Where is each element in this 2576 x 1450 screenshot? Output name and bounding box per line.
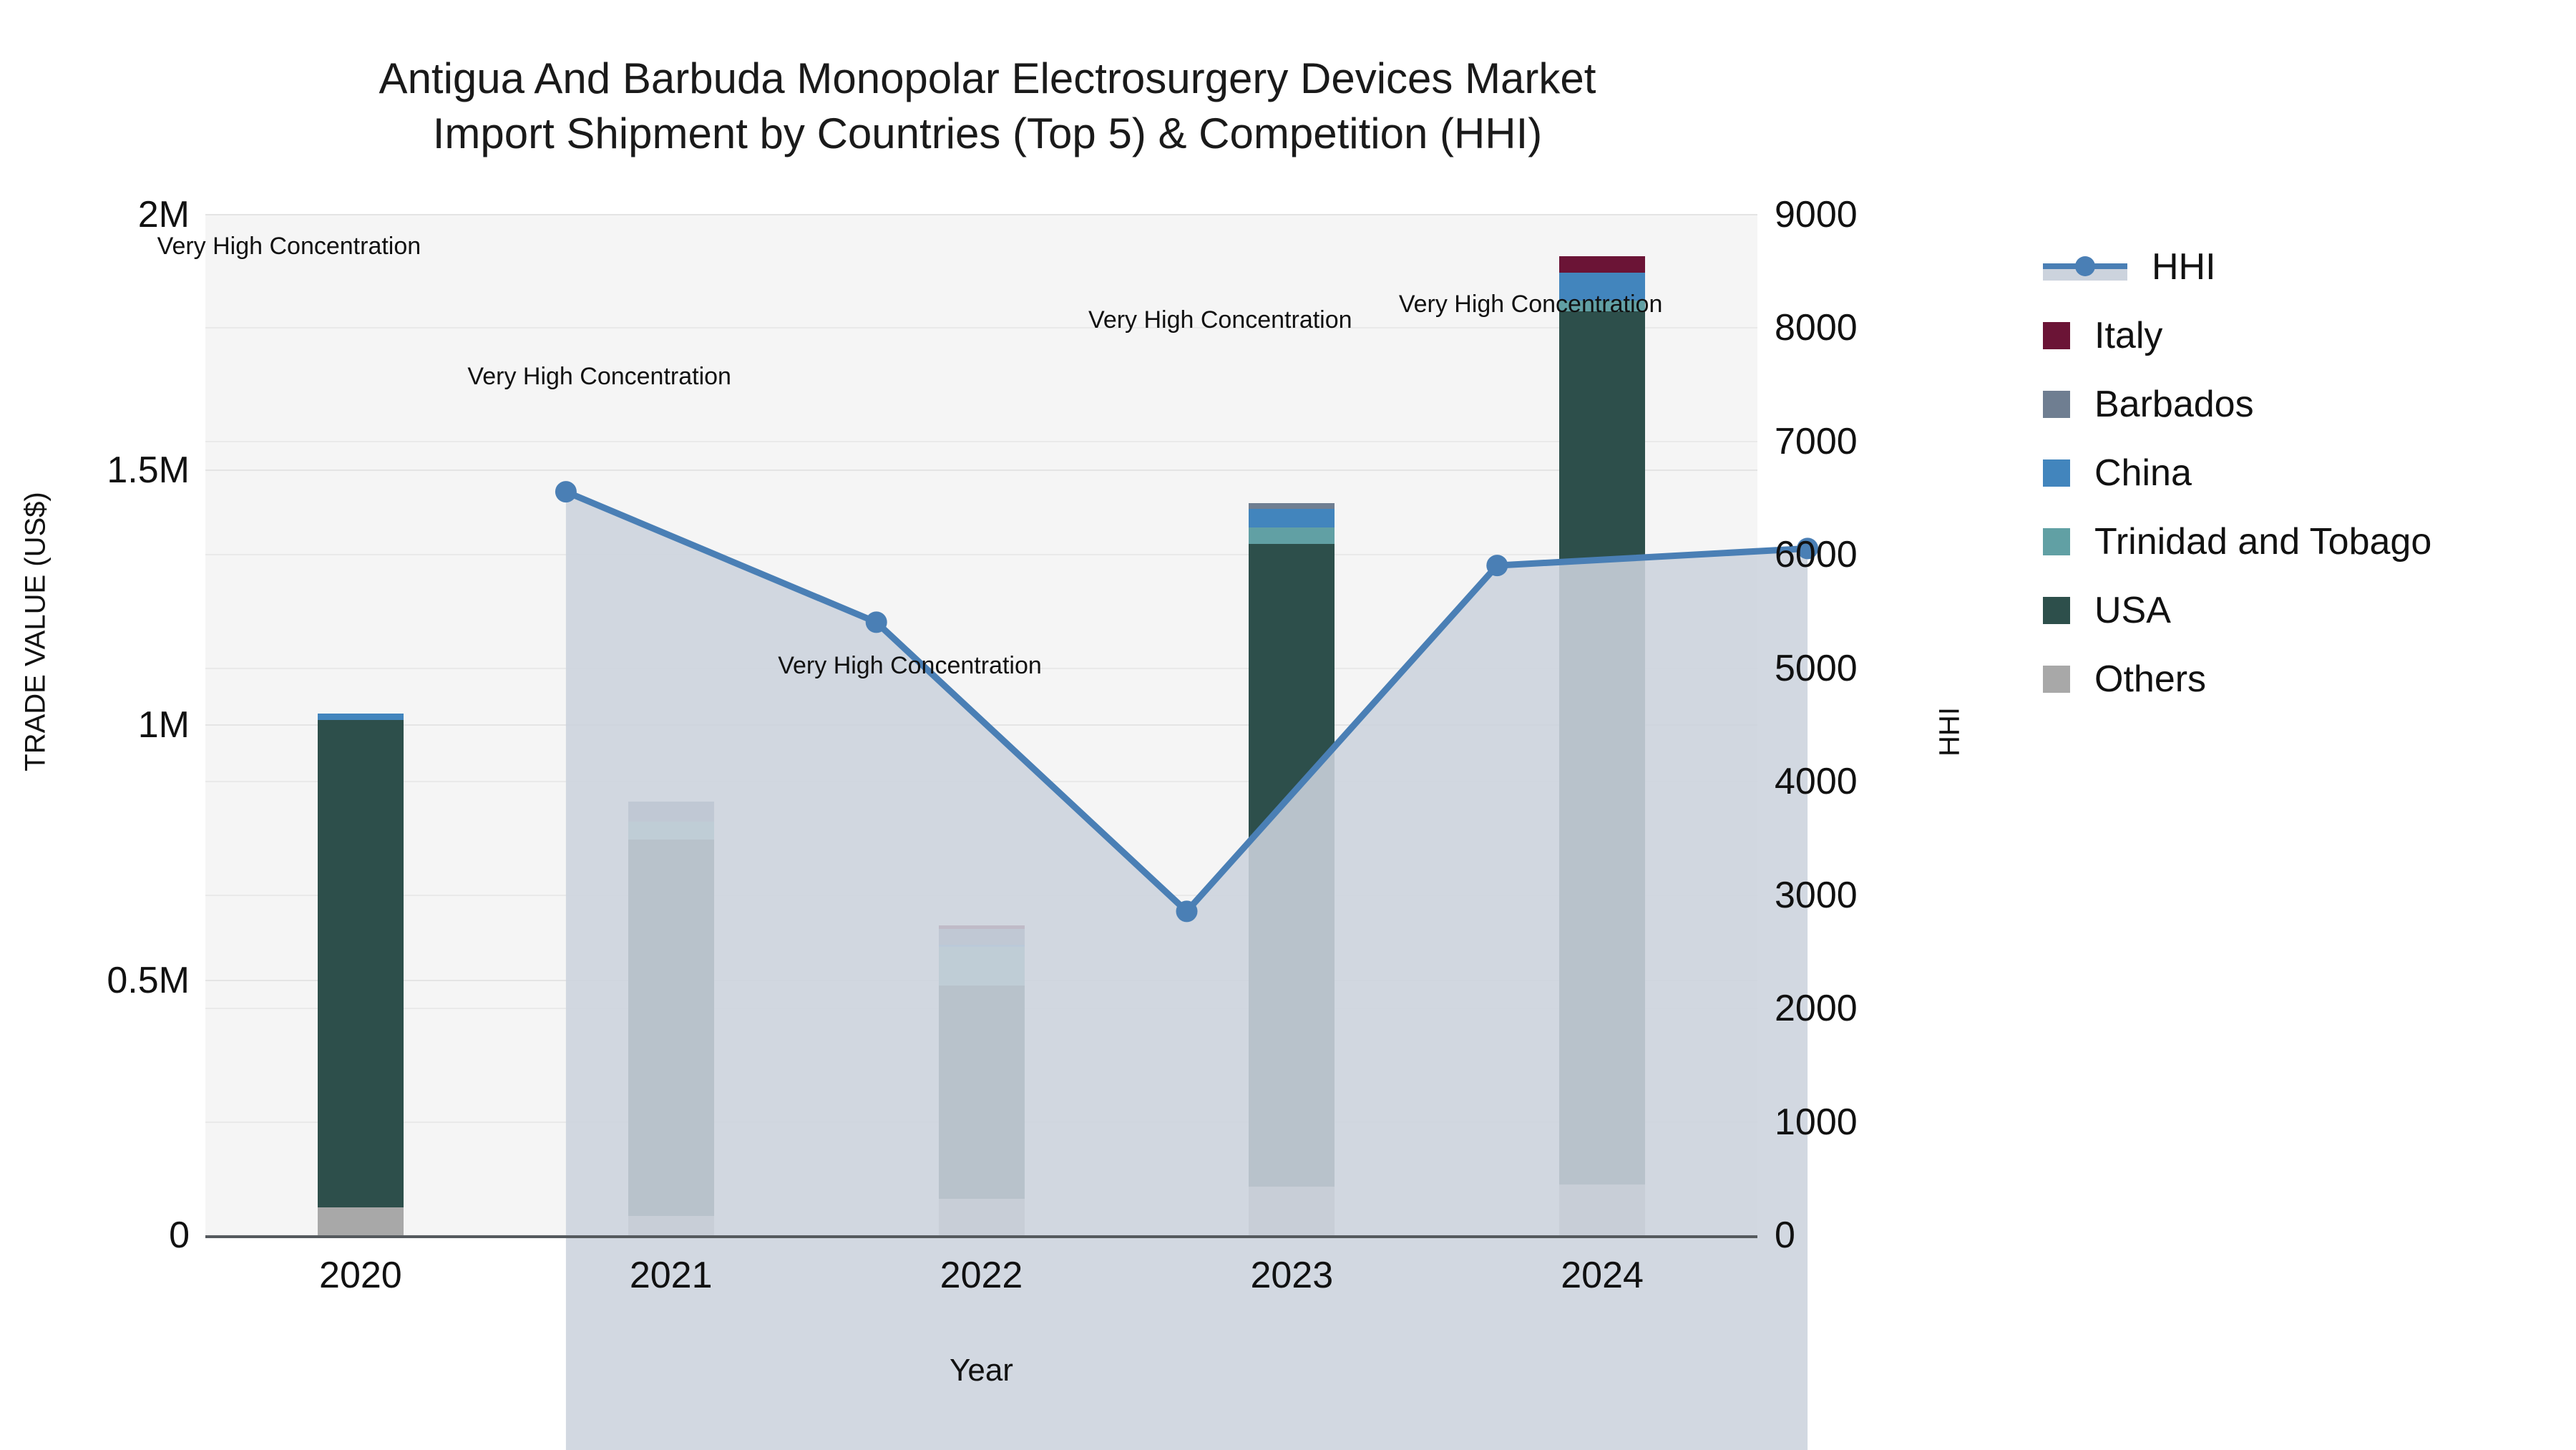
annotation-2022: Very High Concentration — [778, 652, 1042, 680]
legend-swatch-icon — [2043, 597, 2070, 624]
x-tick-label-2020: 2020 — [319, 1255, 402, 1296]
legend-item-label: Barbados — [2094, 384, 2254, 425]
y2-tick-label: 8000 — [1775, 307, 1858, 349]
legend: HHI Italy Barbados China Trinidad and Tobago… — [2043, 233, 2431, 714]
y-tick-label: 2M — [137, 194, 190, 235]
y2-tick-label: 9000 — [1775, 194, 1858, 235]
legend-swatch-icon — [2043, 666, 2070, 693]
y2-tick-label: 1000 — [1775, 1101, 1858, 1143]
legend-line-marker-icon — [2043, 253, 2127, 281]
hhi-marker-2020[interactable] — [555, 481, 577, 503]
bar-segment-others[interactable] — [317, 1207, 404, 1235]
y2-tick-label: 3000 — [1775, 874, 1858, 916]
gridline-major — [205, 469, 1757, 471]
legend-item-barbados[interactable]: Barbados — [2043, 370, 2431, 439]
gridline — [205, 554, 1757, 556]
legend-item-trinidad-and-tobago[interactable]: Trinidad and Tobago — [2043, 507, 2431, 576]
legend-swatch-icon — [2043, 459, 2070, 487]
gridline — [205, 667, 1757, 669]
x-axis-label: Year — [950, 1353, 1013, 1388]
hhi-marker-2021[interactable] — [865, 611, 887, 633]
hhi-marker-2023[interactable] — [1486, 555, 1508, 577]
legend-item-hhi[interactable]: HHI — [2043, 233, 2431, 301]
legend-item-label: USA — [2094, 590, 2171, 631]
legend-item-label: Others — [2094, 658, 2207, 700]
legend-swatch-icon — [2043, 391, 2070, 418]
bar-segment-barbados[interactable] — [1249, 502, 1335, 510]
legend-item-label: China — [2094, 452, 2192, 494]
chart-title-line-2: Import Shipment by Countries (Top 5) & C… — [432, 109, 1543, 157]
legend-item-usa[interactable]: USA — [2043, 576, 2431, 645]
annotation-2020: Very High Concentration — [157, 233, 421, 261]
y-axis-secondary-label: HHI — [1933, 707, 1966, 756]
annotation-2024: Very High Concentration — [1398, 291, 1663, 318]
y-tick-label: 1.5M — [107, 449, 190, 491]
x-axis-line — [205, 1235, 1757, 1238]
hhi-series-layer — [555, 481, 1819, 1450]
x-tick-label-2024: 2024 — [1561, 1255, 1644, 1296]
chart-title: Antigua And Barbuda Monopolar Electrosur… — [0, 52, 1975, 162]
y2-tick-label: 0 — [1775, 1215, 1795, 1256]
bar-segment-usa[interactable] — [317, 719, 404, 1207]
legend-item-label: Trinidad and Tobago — [2094, 521, 2432, 563]
y-tick-label: 1M — [137, 704, 190, 746]
plot-area: Very High Concentration Very High Concent… — [157, 214, 1819, 1450]
bar-segment-trinidad-and-tobago[interactable] — [1559, 300, 1646, 312]
annotation-2021: Very High Concentration — [467, 363, 731, 391]
legend-item-china[interactable]: China — [2043, 439, 2431, 507]
legend-item-others[interactable]: Others — [2043, 645, 2431, 714]
bar-segment-china[interactable] — [1249, 509, 1335, 528]
x-tick-label-2023: 2023 — [1250, 1255, 1334, 1296]
bar-segment-china[interactable] — [317, 714, 404, 720]
y-tick-label: 0.5M — [107, 959, 190, 1001]
y-axis-right-ticks: 0 1000 2000 3000 4000 5000 6000 7000 8000 9000 — [1775, 0, 1918, 1449]
y2-tick-label: 5000 — [1775, 647, 1858, 689]
gridline-major — [205, 214, 1757, 215]
y-axis-left-ticks: 0 0.5M 1M 1.5M 2M — [0, 0, 190, 1449]
legend-item-label: Italy — [2094, 315, 2163, 356]
y-tick-label: 0 — [169, 1215, 190, 1256]
x-tick-label-2021: 2021 — [629, 1255, 713, 1296]
hhi-marker-2024[interactable] — [1797, 537, 1819, 560]
legend-swatch-icon — [2043, 528, 2070, 555]
legend-item-label: HHI — [2152, 246, 2216, 288]
bar-segment-china[interactable] — [1559, 273, 1646, 301]
y-axis-label: TRADE VALUE (US$) — [19, 492, 52, 772]
hhi-markers — [555, 481, 1819, 923]
annotation-2023: Very High Concentration — [1088, 306, 1352, 334]
bar-segment-trinidad-and-tobago[interactable] — [1249, 527, 1335, 544]
y2-tick-label: 7000 — [1775, 420, 1858, 462]
hhi-area-fill — [565, 492, 1808, 1450]
bar-2020[interactable] — [317, 714, 404, 1235]
gridline — [205, 440, 1757, 442]
legend-item-italy[interactable]: Italy — [2043, 301, 2431, 370]
hhi-marker-2022[interactable] — [1176, 900, 1198, 923]
y2-tick-label: 6000 — [1775, 534, 1858, 576]
legend-swatch-icon — [2043, 322, 2070, 349]
bar-segment-italy[interactable] — [1559, 256, 1646, 273]
y2-tick-label: 2000 — [1775, 988, 1858, 1030]
chart-title-line-1: Antigua And Barbuda Monopolar Electrosur… — [379, 54, 1596, 102]
gridline — [205, 327, 1757, 329]
x-tick-label-2022: 2022 — [940, 1255, 1023, 1296]
y2-tick-label: 4000 — [1775, 761, 1858, 803]
